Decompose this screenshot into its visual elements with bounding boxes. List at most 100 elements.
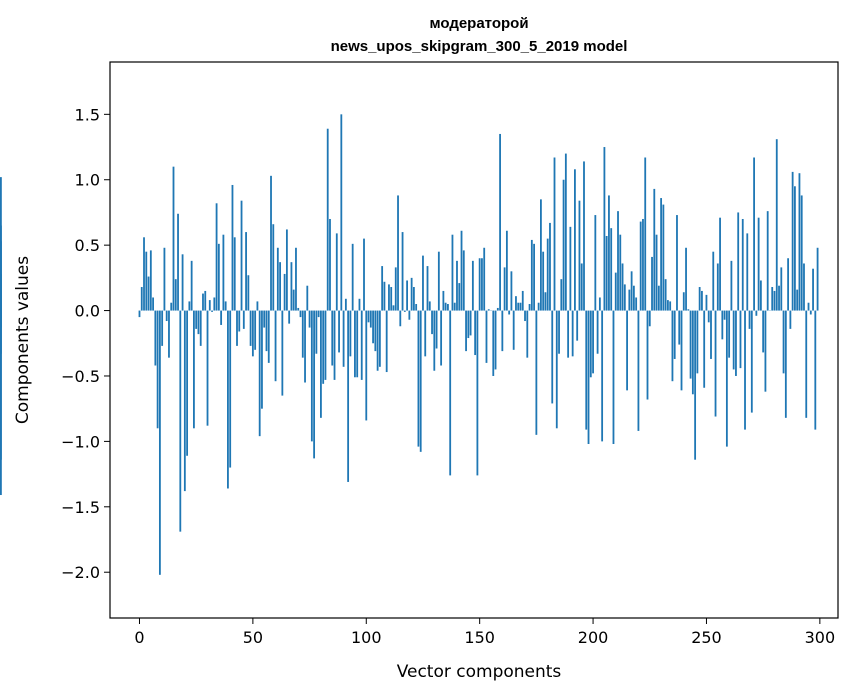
bar-200 bbox=[592, 310, 594, 374]
bar-191 bbox=[571, 310, 574, 357]
bar-119 bbox=[408, 310, 411, 320]
bar-261 bbox=[730, 260, 733, 311]
bar-142 bbox=[460, 230, 463, 311]
bar-70 bbox=[297, 307, 300, 311]
bar-103 bbox=[372, 310, 374, 344]
bar-83 bbox=[326, 128, 329, 311]
bar-72 bbox=[301, 310, 304, 358]
bar-124 bbox=[419, 310, 422, 452]
y-tick-label-5: 0.5 bbox=[75, 236, 100, 255]
bar-92 bbox=[347, 310, 350, 482]
y-tick-label-1: −1.5 bbox=[61, 498, 100, 517]
bar-292 bbox=[800, 195, 803, 311]
bar-223 bbox=[644, 157, 647, 311]
bar-163 bbox=[508, 310, 511, 315]
bar-244 bbox=[691, 310, 694, 395]
bar-228 bbox=[655, 234, 658, 311]
bar-19 bbox=[181, 254, 184, 311]
bar-277 bbox=[766, 211, 769, 311]
bar-25 bbox=[195, 310, 198, 329]
bar-64 bbox=[283, 273, 286, 311]
bar-116 bbox=[401, 232, 404, 311]
bar-40 bbox=[229, 310, 232, 468]
x-tick-label-4: 200 bbox=[578, 628, 609, 647]
bar-253 bbox=[712, 251, 715, 311]
bar-125 bbox=[422, 255, 424, 311]
x-tick-label-1: 50 bbox=[243, 628, 263, 647]
bar-169 bbox=[521, 290, 524, 311]
bar-187 bbox=[562, 179, 565, 311]
bar-102 bbox=[369, 310, 372, 328]
bar-120 bbox=[410, 277, 413, 311]
bar-255 bbox=[716, 263, 719, 311]
bar-69 bbox=[295, 247, 297, 311]
bar-122 bbox=[415, 304, 418, 311]
bar-128 bbox=[428, 301, 431, 311]
chart-title-line-1: модераторой bbox=[429, 15, 528, 32]
bar-164 bbox=[510, 271, 513, 311]
bar-232 bbox=[664, 279, 667, 311]
y-tick-label-6: 1.0 bbox=[75, 171, 100, 190]
bar-254 bbox=[714, 310, 717, 417]
bar-298 bbox=[814, 310, 817, 430]
x-tick-label-3: 150 bbox=[464, 628, 495, 647]
bar-41 bbox=[231, 184, 234, 311]
bar-66 bbox=[288, 310, 291, 324]
bar-291 bbox=[798, 173, 801, 311]
bar-84 bbox=[329, 218, 331, 311]
bar-76 bbox=[310, 310, 313, 442]
bar-257 bbox=[721, 310, 724, 340]
bar-206 bbox=[605, 236, 608, 311]
bar-90 bbox=[342, 310, 345, 367]
bar-47 bbox=[245, 232, 247, 311]
bar-23 bbox=[190, 260, 193, 311]
bar-0 bbox=[138, 310, 141, 318]
bar-249 bbox=[703, 310, 706, 388]
bar-129 bbox=[431, 310, 433, 335]
bar-266 bbox=[741, 218, 744, 311]
y-axis-label: Components values bbox=[13, 256, 33, 424]
bar-141 bbox=[458, 283, 461, 311]
bar-137 bbox=[449, 310, 452, 476]
bar-242 bbox=[687, 309, 690, 311]
bar-286 bbox=[787, 258, 790, 311]
bar-158 bbox=[496, 307, 499, 311]
bar-209 bbox=[612, 310, 615, 444]
bar-63 bbox=[281, 310, 284, 396]
bar-60 bbox=[274, 310, 277, 382]
bar-240 bbox=[682, 292, 685, 311]
bar-285 bbox=[784, 310, 787, 418]
bar-150 bbox=[478, 258, 481, 311]
bar-87 bbox=[335, 233, 338, 311]
bar-73 bbox=[304, 310, 306, 383]
chart-title-line-2: news_upos_skipgram_300_5_2019 model bbox=[331, 38, 628, 55]
bar-112 bbox=[392, 305, 395, 311]
bar-136 bbox=[447, 304, 449, 311]
bar-196 bbox=[583, 161, 585, 311]
bar-130 bbox=[433, 310, 436, 371]
bar-252 bbox=[710, 310, 712, 359]
bar-182 bbox=[551, 310, 554, 404]
bar-217 bbox=[630, 271, 633, 311]
bar-177 bbox=[540, 199, 542, 311]
bar-33 bbox=[213, 297, 216, 311]
bar-173 bbox=[530, 239, 533, 311]
bar-91 bbox=[344, 298, 347, 311]
bar-86 bbox=[333, 310, 336, 380]
bar-222 bbox=[642, 218, 644, 311]
bar-179 bbox=[544, 292, 547, 311]
bar-30 bbox=[206, 310, 209, 426]
bar-101 bbox=[367, 310, 370, 323]
bar-185 bbox=[558, 310, 560, 354]
bar-29 bbox=[204, 290, 207, 311]
bar-288 bbox=[791, 171, 794, 311]
bar-205 bbox=[603, 147, 606, 311]
bar-126 bbox=[424, 310, 427, 357]
bar-139 bbox=[453, 302, 456, 311]
bar-110 bbox=[388, 284, 390, 311]
bar-39 bbox=[227, 310, 229, 489]
bar-287 bbox=[789, 310, 792, 329]
bar-190 bbox=[569, 226, 572, 311]
bar-12 bbox=[165, 310, 168, 322]
